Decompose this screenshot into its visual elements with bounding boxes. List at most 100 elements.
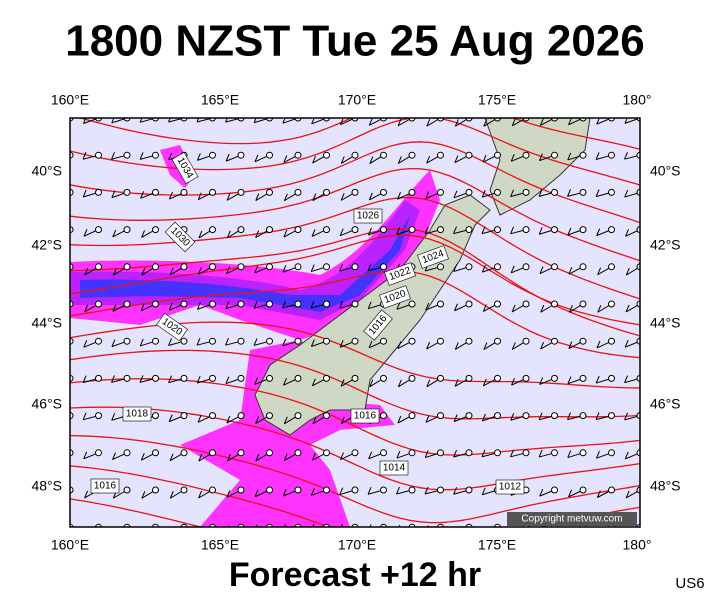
station [152, 151, 159, 159]
station [551, 486, 558, 494]
station [152, 263, 159, 271]
isobar-label-box [90, 478, 120, 494]
station [551, 412, 558, 420]
station [323, 374, 330, 382]
barb-feather [510, 449, 514, 457]
barb-feather [84, 490, 89, 499]
barb-feather [198, 490, 203, 499]
barb-feather [139, 152, 144, 160]
station [123, 151, 131, 159]
station [408, 337, 416, 345]
station [180, 337, 188, 345]
barb-staff [525, 526, 526, 527]
isobar-label-box [379, 285, 411, 309]
barb-feather [196, 153, 201, 161]
barb-feather [368, 340, 373, 349]
barb-staff [56, 527, 70, 535]
barb-feather [55, 376, 58, 383]
station [351, 263, 359, 271]
station [152, 337, 159, 345]
station [465, 486, 473, 494]
station [123, 449, 131, 457]
station [209, 337, 216, 345]
station [351, 188, 359, 196]
station [522, 449, 530, 457]
barb-feather [84, 304, 89, 313]
barb-feather [538, 227, 543, 235]
station [494, 412, 501, 420]
barb-feather [539, 118, 544, 126]
isobar-label: 1012 [499, 482, 522, 493]
barb-feather [112, 304, 117, 312]
station [579, 486, 587, 494]
station [437, 151, 444, 159]
station [237, 374, 245, 382]
barb-feather [56, 529, 59, 536]
barb-feather [312, 523, 315, 527]
barb-staff [70, 415, 71, 417]
station [323, 486, 330, 494]
barb-feather [510, 154, 515, 162]
barb-feather [396, 450, 401, 459]
isobar-label-group: 1026 [353, 208, 383, 224]
station [551, 337, 558, 345]
barb-feather [225, 337, 229, 346]
barb-staff [70, 452, 71, 454]
station [608, 374, 615, 382]
station [522, 263, 530, 271]
isobar-label-box [353, 208, 383, 224]
barb-feather [283, 524, 287, 527]
barb-feather [568, 489, 573, 498]
station [123, 486, 131, 494]
lon-label: 160°E [51, 92, 89, 108]
barb-feather [339, 340, 344, 348]
barb-feather [140, 191, 145, 199]
barb-feather [112, 452, 116, 460]
barb-feather [254, 154, 259, 163]
station [123, 337, 131, 345]
barb-feather [510, 189, 515, 197]
station [465, 300, 473, 308]
barb-feather [82, 189, 87, 198]
station [351, 374, 359, 382]
station [123, 188, 131, 196]
barb-staff [468, 526, 469, 527]
station [380, 374, 387, 382]
station [408, 226, 416, 234]
barb-feather [141, 528, 144, 535]
barb-feather [312, 416, 317, 425]
isobar [70, 498, 204, 527]
station [551, 374, 558, 382]
barb-feather [568, 305, 573, 313]
isobar [78, 118, 640, 150]
station [437, 412, 444, 420]
barb-staff [70, 341, 71, 342]
lon-label: 180° [623, 537, 652, 553]
barb-feather [339, 228, 344, 236]
barb-staff [70, 266, 71, 268]
barb-feather [595, 412, 600, 420]
barb-staff [183, 526, 184, 527]
barb-feather [198, 453, 203, 462]
station [237, 337, 245, 345]
barb-feather [624, 340, 629, 348]
barb-feather [169, 267, 174, 275]
barb-feather [367, 301, 372, 309]
barb-feather [538, 153, 543, 161]
station [95, 263, 102, 271]
barb-feather [511, 304, 516, 313]
station [579, 449, 587, 457]
station [95, 337, 102, 345]
barb-feather [340, 452, 344, 460]
station [209, 151, 216, 159]
isobar-label-box [164, 221, 196, 253]
barb-feather [453, 190, 458, 198]
station [408, 374, 416, 382]
barb-feather [454, 303, 458, 311]
barb-feather [567, 189, 571, 197]
barb-feather [624, 189, 629, 198]
lat-label: 42°S [31, 237, 62, 253]
station [95, 151, 102, 159]
station [237, 486, 245, 494]
barb-staff [211, 526, 213, 527]
